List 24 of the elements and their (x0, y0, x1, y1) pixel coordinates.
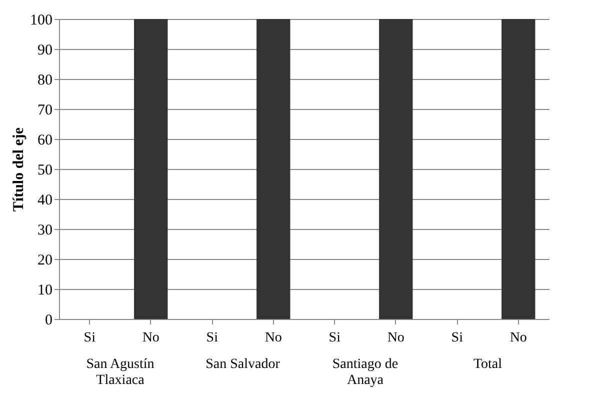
text: Total (473, 357, 502, 372)
x-tick-label: No (142, 330, 160, 346)
y-tick-label: 80 (38, 72, 52, 88)
y-tick-label: 30 (38, 222, 52, 238)
x-tick-label: No (387, 330, 404, 346)
x-tick-label: No (264, 330, 282, 346)
y-tick-label: 90 (38, 42, 52, 58)
x-tick-label: Si (451, 330, 464, 346)
x-tick-label: Si (206, 330, 218, 346)
text: Santiago de Anaya (332, 357, 398, 388)
y-axis-title: Título del eje (11, 127, 27, 212)
y-tick-label: 100 (30, 12, 52, 28)
y-tick-label: 60 (38, 132, 52, 148)
text: San Agustín Tlaxiaca (86, 357, 154, 388)
y-tick-label: 40 (38, 192, 52, 208)
y-tick-label: 0 (45, 312, 52, 328)
x-tick-label: No (510, 330, 527, 346)
y-tick-label: 10 (38, 282, 52, 298)
y-tick-label: 70 (38, 102, 52, 118)
y-tick-label: 20 (38, 252, 52, 268)
x-tick-label: Si (84, 330, 96, 346)
x-tick-label: Si (328, 330, 341, 346)
y-tick-label: 50 (38, 162, 52, 178)
text: San Salvador (206, 357, 280, 372)
